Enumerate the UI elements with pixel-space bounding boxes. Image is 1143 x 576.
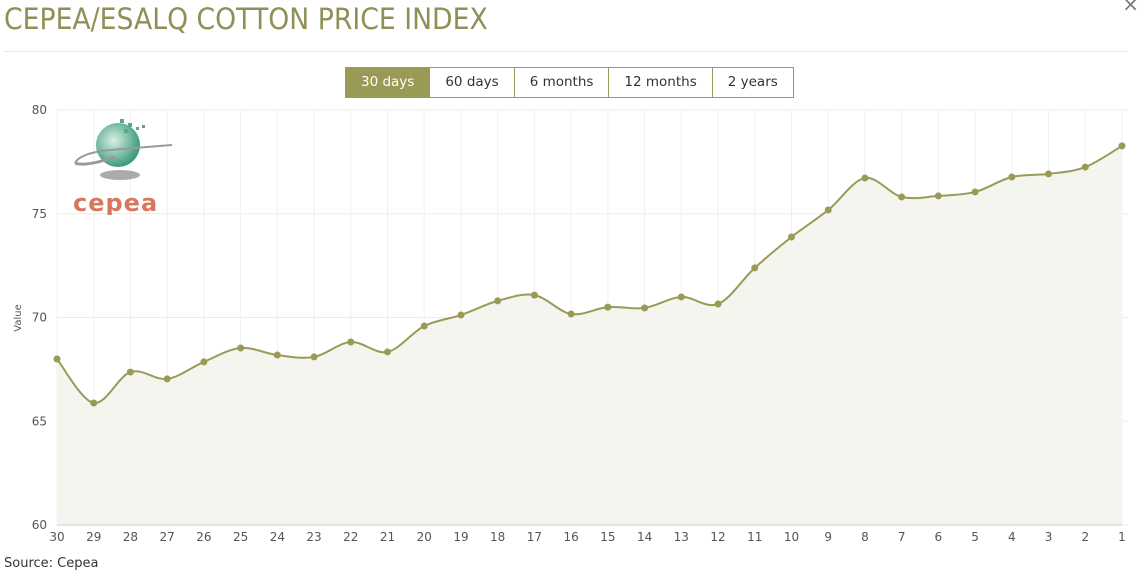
data-point	[1118, 142, 1126, 150]
x-tick-label: 22	[343, 530, 358, 544]
divider	[4, 51, 1128, 52]
data-point	[200, 358, 208, 366]
close-icon[interactable]: ×	[1122, 0, 1139, 16]
x-tick-label: 30	[49, 530, 64, 544]
x-tick-label: 28	[123, 530, 138, 544]
y-tick-label: 65	[32, 414, 47, 428]
x-tick-label: 13	[674, 530, 689, 544]
data-point	[677, 293, 685, 301]
x-tick-label: 20	[417, 530, 432, 544]
data-point	[971, 188, 979, 196]
data-point	[1045, 170, 1053, 178]
data-point	[457, 311, 465, 319]
x-tick-label: 6	[935, 530, 943, 544]
x-tick-label: 19	[453, 530, 468, 544]
data-point	[787, 233, 795, 241]
x-tick-label: 11	[747, 530, 762, 544]
y-tick-label: 80	[32, 103, 47, 117]
x-tick-label: 8	[861, 530, 869, 544]
x-tick-label: 2	[1081, 530, 1089, 544]
y-tick-label: 60	[32, 518, 47, 532]
x-tick-label: 24	[270, 530, 285, 544]
tab-30-days[interactable]: 30 days	[346, 68, 430, 97]
data-point	[1008, 173, 1016, 181]
tab-2-years[interactable]: 2 years	[711, 68, 793, 97]
area-fill	[57, 145, 1122, 525]
x-tick-label: 5	[971, 530, 979, 544]
x-tick-label: 26	[196, 530, 211, 544]
x-tick-label: 16	[563, 530, 578, 544]
x-tick-label: 27	[160, 530, 175, 544]
x-tick-label: 1	[1118, 530, 1126, 544]
data-point	[53, 355, 61, 363]
data-point	[494, 297, 502, 305]
data-point	[310, 353, 318, 361]
data-point	[898, 193, 906, 201]
x-tick-label: 10	[784, 530, 799, 544]
x-tick-label: 29	[86, 530, 101, 544]
data-point	[751, 264, 759, 272]
source-note: Source: Cepea	[4, 556, 99, 571]
svg-text:cepea: cepea	[73, 189, 158, 215]
data-point	[90, 399, 98, 407]
data-point	[237, 344, 245, 352]
y-tick-label: 75	[32, 207, 47, 221]
x-tick-label: 17	[527, 530, 542, 544]
page-title: CEPEA/ESALQ COTTON PRICE INDEX	[4, 2, 488, 36]
x-tick-label: 9	[824, 530, 832, 544]
y-axis-label: Value	[13, 304, 24, 331]
data-point	[641, 304, 649, 312]
data-point	[824, 206, 832, 214]
x-tick-label: 23	[306, 530, 321, 544]
data-point	[126, 368, 134, 376]
cepea-logo: cepea	[73, 119, 173, 215]
y-tick-label: 70	[32, 311, 47, 325]
data-point	[861, 174, 869, 182]
data-point	[567, 310, 575, 318]
data-point	[714, 300, 722, 308]
tab-12-months[interactable]: 12 months	[608, 68, 712, 97]
data-point	[1081, 163, 1089, 171]
data-point	[934, 192, 942, 200]
data-point	[384, 348, 392, 356]
tab-60-days[interactable]: 60 days	[429, 68, 514, 97]
x-tick-label: 14	[637, 530, 652, 544]
x-tick-label: 18	[490, 530, 505, 544]
data-point	[604, 303, 612, 311]
data-point	[420, 322, 428, 330]
x-tick-label: 3	[1045, 530, 1053, 544]
x-tick-label: 4	[1008, 530, 1016, 544]
x-tick-label: 21	[380, 530, 395, 544]
tab-6-months[interactable]: 6 months	[513, 68, 609, 97]
data-point	[530, 291, 538, 299]
x-tick-label: 7	[898, 530, 906, 544]
data-point	[347, 338, 355, 346]
data-point	[273, 351, 281, 359]
range-tabs: 30 days 60 days 6 months 12 months 2 yea…	[345, 67, 794, 98]
x-tick-label: 15	[600, 530, 615, 544]
data-point	[163, 375, 171, 383]
x-tick-label: 12	[710, 530, 725, 544]
x-tick-label: 25	[233, 530, 248, 544]
